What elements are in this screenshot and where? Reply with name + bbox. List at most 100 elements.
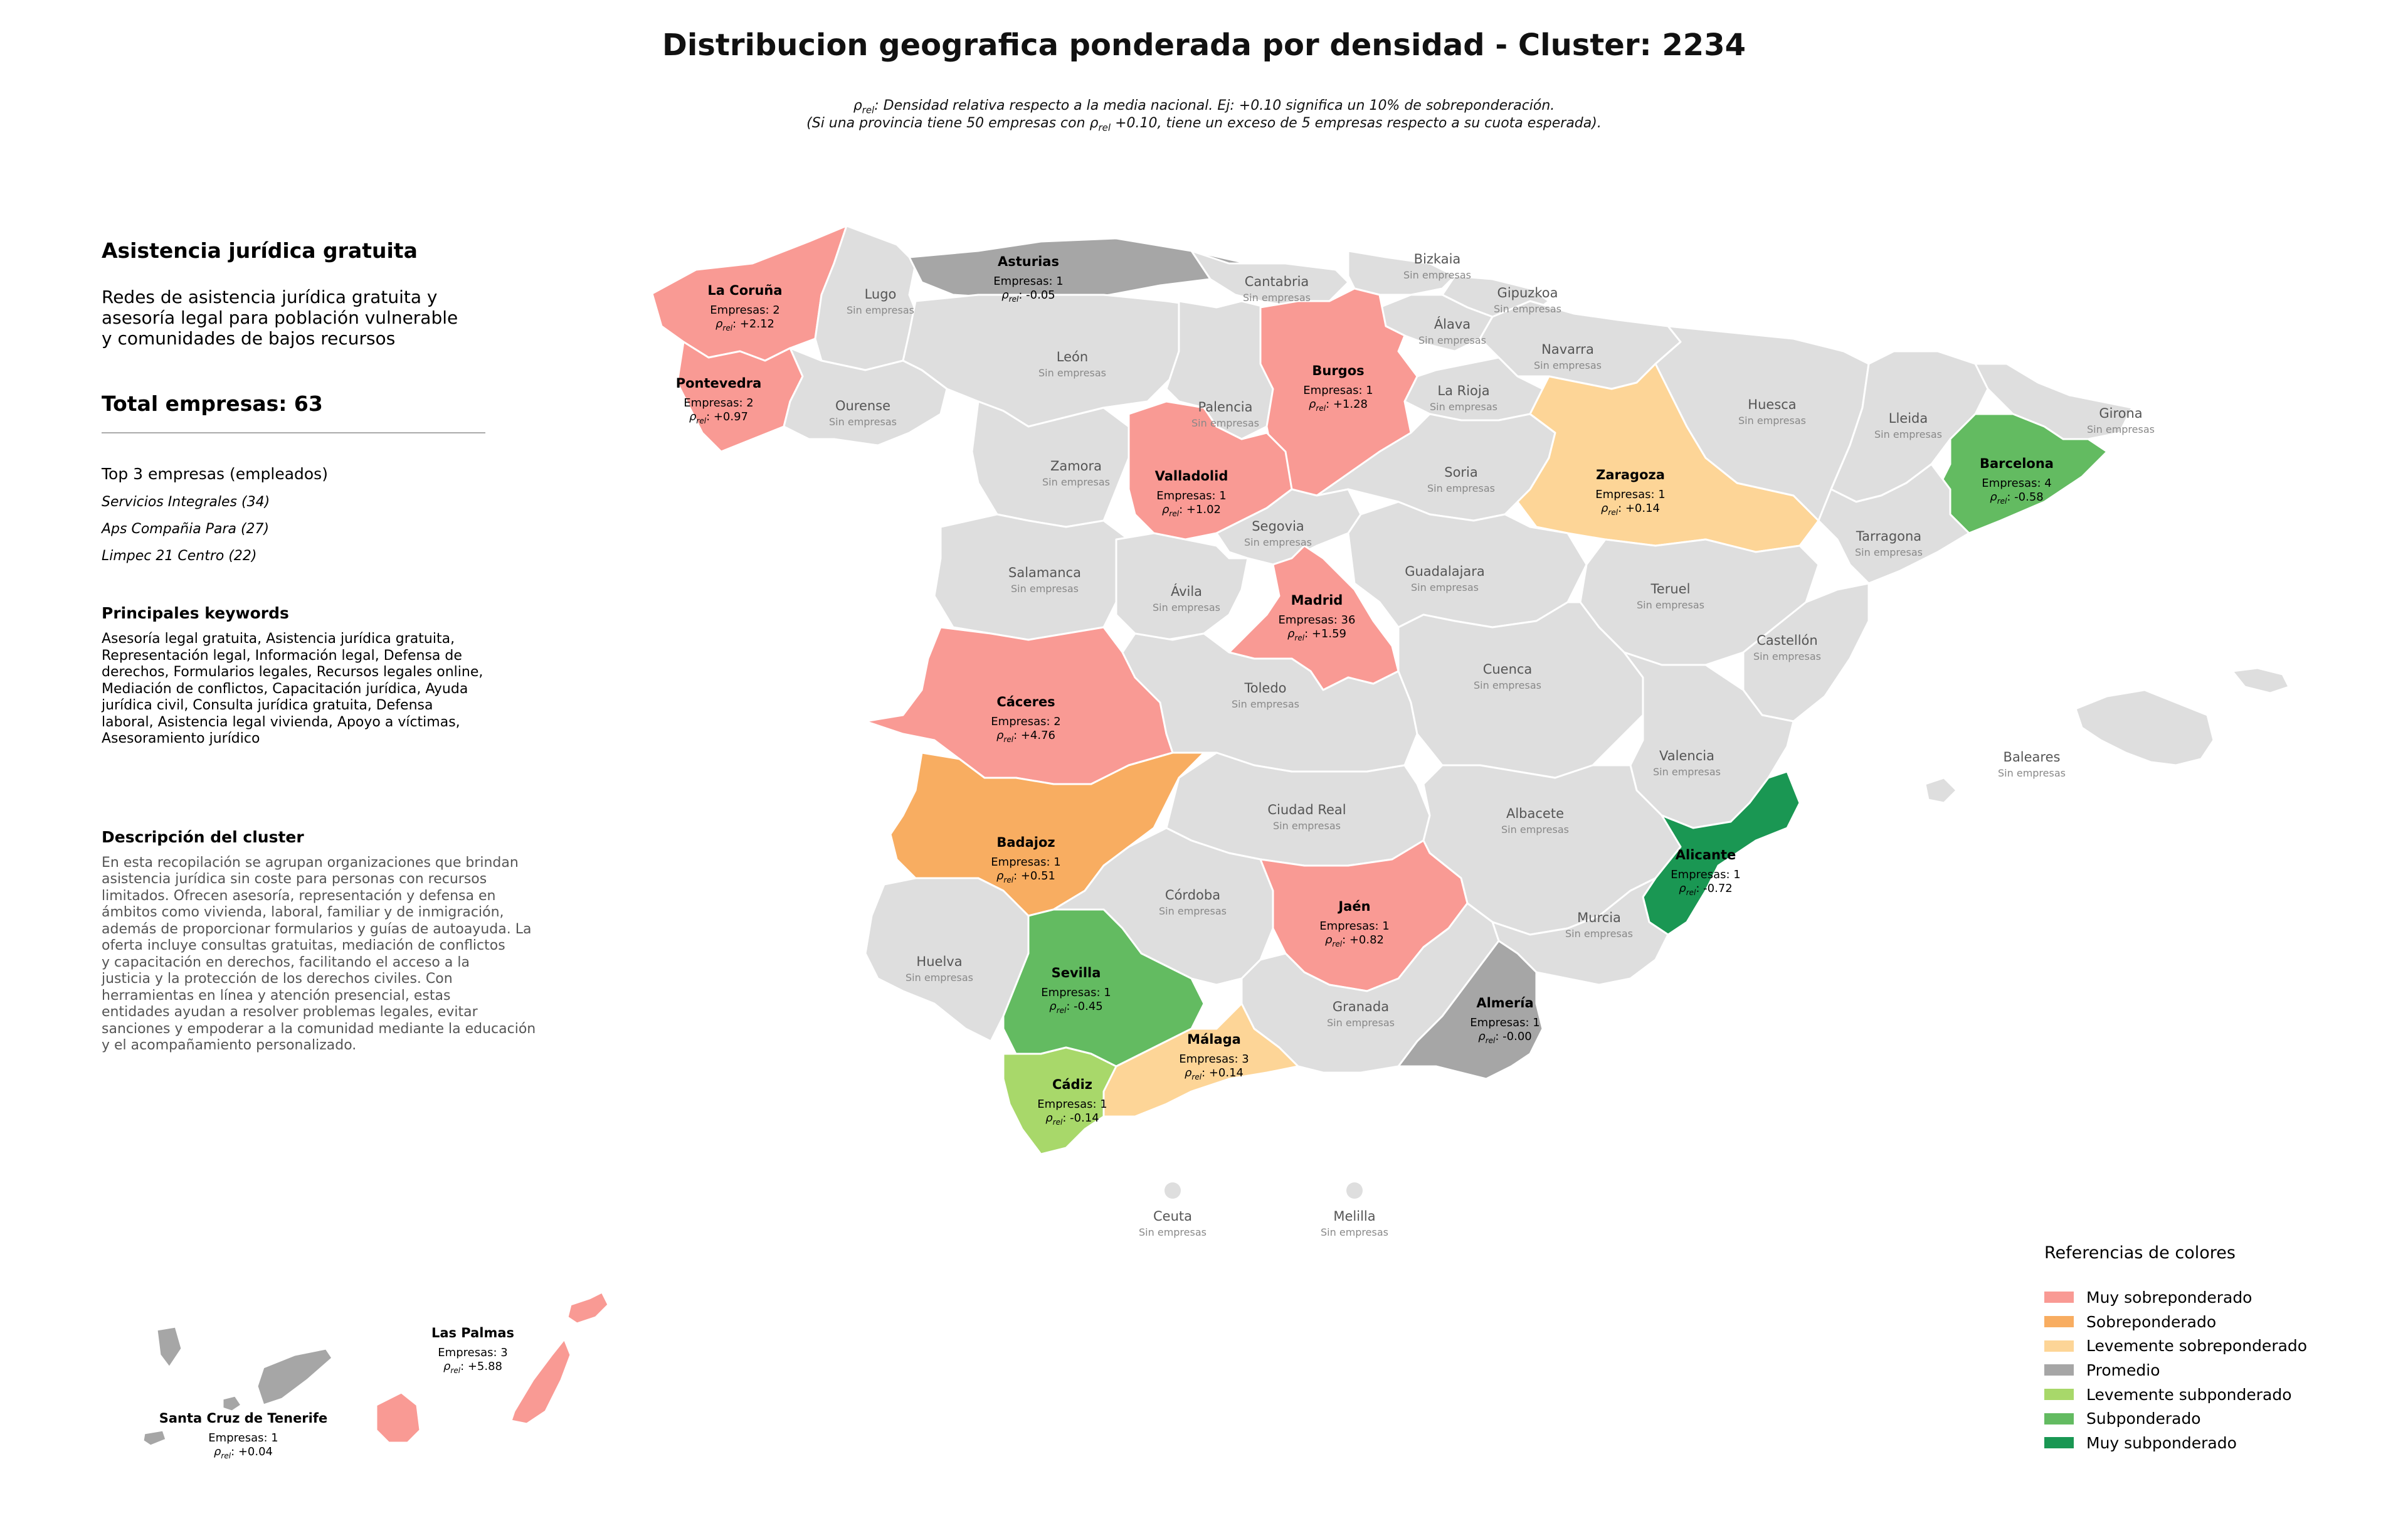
province-name-label: Teruel — [1650, 581, 1691, 597]
description-text-line: entidades ayudan a resolver problemas le… — [102, 1004, 478, 1020]
province-name-label: Almería — [1476, 995, 1533, 1011]
top-company-item: Aps Compañia Para (27) — [102, 521, 270, 537]
empresas-count-label: Empresas: 2 — [710, 304, 779, 317]
no-companies-label: Sin empresas — [1565, 928, 1633, 940]
rho-value-label: ρrel: +1.02 — [1162, 503, 1221, 518]
empresas-count-label: Empresas: 1 — [1156, 489, 1226, 502]
no-companies-label: Sin empresas — [1411, 581, 1479, 593]
legend-item: Muy sobreponderado — [2044, 1285, 2307, 1310]
legend-item: Subponderado — [2044, 1406, 2307, 1431]
empresas-count-label: Empresas: 3 — [438, 1346, 507, 1359]
no-companies-label: Sin empresas — [1418, 334, 1486, 346]
province-name-label: Lleida — [1889, 411, 1928, 426]
province-name-label: Lugo — [865, 287, 897, 302]
empresas-count-label: Empresas: 1 — [993, 275, 1063, 288]
province-name-label: Valencia — [1659, 748, 1714, 763]
province-baleares — [2231, 667, 2290, 694]
province-name-label: Melilla — [1333, 1209, 1375, 1224]
province-malaga — [1090, 1002, 1299, 1118]
province-name-label: Salamanca — [1008, 565, 1081, 580]
description-text-line: herramientas en línea y atención presenc… — [102, 987, 451, 1004]
province-name-label: Gipuzkoa — [1497, 285, 1558, 300]
province-name-label: Valladolid — [1155, 469, 1228, 484]
province-name-label: Huelva — [916, 954, 962, 969]
province-santa-cruz-de-tenerife — [221, 1394, 243, 1413]
province-ourense — [783, 347, 948, 447]
province-name-label: Cádiz — [1052, 1077, 1092, 1092]
province-name-label: Jaén — [1337, 899, 1370, 914]
no-companies-label: Sin empresas — [1501, 824, 1569, 836]
rho-value-label: ρrel: +0.97 — [689, 410, 748, 425]
no-companies-label: Sin empresas — [1403, 269, 1471, 281]
province-name-label: Zamora — [1050, 459, 1102, 474]
rho-value-label: ρrel: +5.88 — [443, 1360, 502, 1375]
cluster-short-description: Redes de asistencia jurídica gratuita y … — [102, 287, 484, 349]
legend-label: Sobreponderado — [2086, 1312, 2217, 1331]
subtitle-line-2-start: (Si una provincia tiene 50 empresas con — [806, 115, 1090, 131]
legend-label: Levemente subponderado — [2086, 1385, 2292, 1404]
province-name-label: Zaragoza — [1596, 467, 1665, 482]
description-text-line: sanciones y empoderar a la comunidad med… — [102, 1021, 536, 1037]
province-name-label: Las Palmas — [431, 1325, 514, 1340]
empresas-count-label: Empresas: 1 — [991, 856, 1060, 869]
province-name-label: Badajoz — [996, 835, 1055, 850]
province-name-label: Navarra — [1541, 342, 1594, 357]
cluster-info-panel: Asistencia jurídica gratuita Redes de as… — [102, 238, 566, 1054]
province-name-label: Alicante — [1676, 847, 1736, 862]
top-companies-title: Top 3 empresas (empleados) — [102, 465, 328, 483]
no-companies-label: Sin empresas — [1653, 766, 1721, 778]
province-name-label: Ceuta — [1153, 1209, 1192, 1224]
map-title: Distribucion geografica ponderada por de… — [662, 28, 1746, 63]
no-companies-label: Sin empresas — [1534, 359, 1602, 371]
no-companies-label: Sin empresas — [1474, 679, 1541, 691]
legend-item: Muy subponderado — [2044, 1431, 2307, 1455]
cluster-description-title: Descripción del cluster — [102, 827, 304, 846]
top-company-item: Servicios Integrales (34) — [102, 494, 270, 510]
no-companies-label: Sin empresas — [1243, 292, 1311, 304]
legend-item: Levemente subponderado — [2044, 1382, 2307, 1407]
province-name-label: Tarragona — [1856, 529, 1921, 544]
legend-label: Promedio — [2086, 1361, 2160, 1379]
rho-value-label: ρrel: +1.59 — [1287, 627, 1346, 642]
keywords-title: Principales keywords — [102, 604, 289, 622]
no-companies-label: Sin empresas — [1273, 820, 1341, 832]
keywords-line: Asesoría legal gratuita, Asistencia jurí… — [102, 631, 455, 647]
legend-item: Levemente sobreponderado — [2044, 1334, 2307, 1358]
legend-item: Sobreponderado — [2044, 1310, 2307, 1334]
province-name-label: Huesca — [1748, 397, 1796, 412]
empresas-count-label: Empresas: 2 — [684, 396, 753, 410]
province-melilla — [1346, 1182, 1363, 1199]
no-companies-label: Sin empresas — [1494, 303, 1561, 315]
province-name-label: Toledo — [1244, 681, 1286, 696]
rho-value-label: ρrel: -0.72 — [1679, 882, 1732, 897]
legend-swatch — [2044, 1316, 2074, 1328]
rho-value-label: ρrel: +4.76 — [996, 729, 1055, 744]
province-las-palmas — [375, 1391, 421, 1444]
no-companies-label: Sin empresas — [1327, 1017, 1395, 1029]
province-name-label: Cuenca — [1483, 662, 1533, 677]
province-castellon — [1742, 582, 1870, 723]
no-companies-label: Sin empresas — [1042, 476, 1110, 488]
province-zamora — [971, 400, 1130, 528]
legend-swatch — [2044, 1389, 2074, 1401]
empresas-count-label: Empresas: 1 — [1041, 986, 1111, 999]
subtitle-line-1: ρrel: Densidad relativa respecto a la me… — [0, 98, 2408, 115]
province-guadalajara — [1347, 501, 1588, 629]
legend-swatch — [2044, 1413, 2074, 1425]
no-companies-label: Sin empresas — [829, 416, 897, 428]
legend-swatch — [2044, 1292, 2074, 1303]
no-companies-label: Sin empresas — [1753, 650, 1821, 662]
total-companies: Total empresas: 63 — [102, 391, 323, 416]
no-companies-label: Sin empresas — [906, 972, 973, 984]
empresas-count-label: Empresas: 1 — [1303, 384, 1373, 397]
keywords-line: Asesoramiento jurídico — [102, 731, 260, 746]
province-name-label: Barcelona — [1980, 456, 2054, 471]
empresas-count-label: Empresas: 1 — [1671, 868, 1740, 881]
divider — [102, 432, 485, 433]
description-text-line: además de proporcionar formularios y guí… — [102, 921, 532, 937]
province-tarragona — [1817, 463, 1970, 585]
keywords-line: derechos, Formularios legales, Recursos … — [102, 664, 483, 680]
no-companies-label: Sin empresas — [1159, 905, 1227, 917]
province-name-label: Madrid — [1291, 593, 1343, 608]
